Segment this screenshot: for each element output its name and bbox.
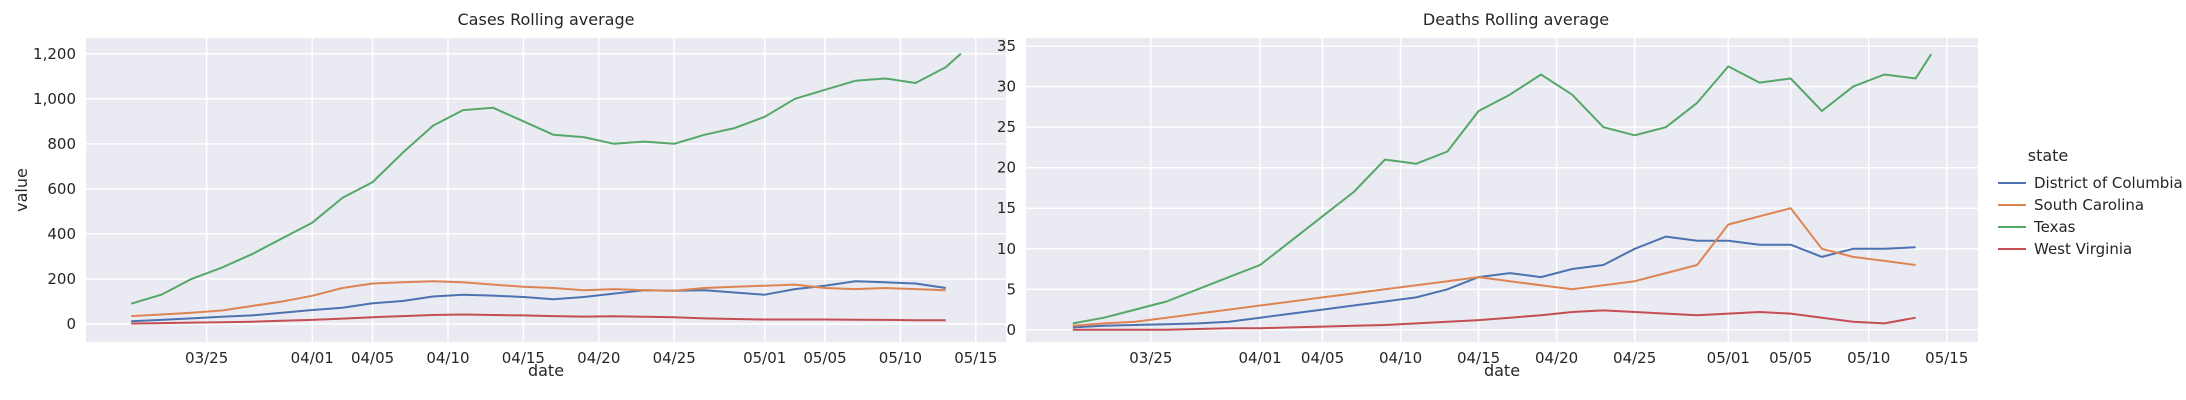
y-tick-label: 20 <box>997 159 1016 177</box>
x-tick-label: 04/15 <box>1457 349 1500 367</box>
series-line-south-carolina <box>131 280 946 318</box>
x-tick-label: 04/10 <box>426 349 469 367</box>
y-tick-label: 200 <box>47 270 76 288</box>
chart-title: Cases Rolling average <box>458 10 635 29</box>
y-tick-label: 800 <box>47 135 76 153</box>
chart-title: Deaths Rolling average <box>1423 10 1609 29</box>
y-tick-label: 1,200 <box>33 45 76 63</box>
y-tick-label: 10 <box>997 240 1016 258</box>
y-tick-label: 30 <box>997 78 1016 96</box>
x-tick-label: 04/25 <box>1613 349 1656 367</box>
legend-label-texas: Texas <box>2033 218 2076 236</box>
x-tick-label: 05/01 <box>743 349 786 367</box>
x-tick-label: 05/15 <box>1925 349 1968 367</box>
deaths-chart-panel: 0 5 10 15 20 25 30 35 03/25 04/01 04/05 04/10 04/15 0… <box>997 10 1978 380</box>
plot-area <box>86 38 1006 342</box>
plot-area <box>1026 38 1978 342</box>
y-axis-label: value <box>12 168 31 212</box>
x-tick-label: 04/01 <box>1238 349 1281 367</box>
legend-label-district-of-columbia: District of Columbia <box>2034 174 2183 192</box>
x-tick-label: 04/10 <box>1379 349 1422 367</box>
x-tick-label: 05/05 <box>1769 349 1812 367</box>
y-tick-label: 35 <box>997 37 1016 55</box>
x-tick-label: 05/01 <box>1707 349 1750 367</box>
x-tick-label: 05/10 <box>1847 349 1890 367</box>
y-tick-label: 5 <box>1006 280 1016 298</box>
x-axis-label: date <box>1484 361 1520 380</box>
cases-chart-panel: 0 200 400 600 800 1,000 1,200 03/25 04/01 04/05 04… <box>12 10 1006 380</box>
x-tick-label: 05/10 <box>879 349 922 367</box>
y-tick-label: 0 <box>1006 321 1016 339</box>
y-tick-label: 15 <box>997 199 1016 217</box>
legend-items: District of Columbia South Carolina Texas W… <box>1998 174 2183 258</box>
x-tick-label: 03/25 <box>1129 349 1172 367</box>
y-tick-label: 1,000 <box>33 90 76 108</box>
legend: state District of Columbia South Carolina… <box>1998 146 2183 258</box>
y-tick-label: 600 <box>47 180 76 198</box>
series-line-west-virginia <box>131 313 946 325</box>
x-tick-label: 04/01 <box>291 349 334 367</box>
x-tick-label: 04/20 <box>1535 349 1578 367</box>
y-tick-label: 0 <box>66 315 76 333</box>
x-tick-label: 04/25 <box>653 349 696 367</box>
x-tick-label: 04/15 <box>502 349 545 367</box>
legend-label-west-virginia: West Virginia <box>2034 240 2132 258</box>
x-axis-label: date <box>528 361 564 380</box>
series-line-texas <box>130 53 962 305</box>
series-line-west-virginia <box>1072 309 1916 331</box>
x-tick-label: 03/25 <box>185 349 228 367</box>
series-line-district-of-columbia <box>131 280 946 323</box>
series-line-district-of-columbia <box>1072 235 1916 329</box>
series-line-texas <box>1072 53 1933 325</box>
x-tick-label: 04/05 <box>1301 349 1344 367</box>
y-tick-label: 25 <box>997 118 1016 136</box>
series-line-south-carolina <box>1072 207 1916 327</box>
legend-label-south-carolina: South Carolina <box>2034 196 2144 214</box>
x-tick-label: 04/05 <box>351 349 394 367</box>
x-tick-label: 04/20 <box>577 349 620 367</box>
x-tick-label: 05/15 <box>954 349 997 367</box>
x-tick-label: 05/05 <box>803 349 846 367</box>
y-tick-label: 400 <box>47 225 76 243</box>
legend-title: state <box>2028 146 2069 165</box>
